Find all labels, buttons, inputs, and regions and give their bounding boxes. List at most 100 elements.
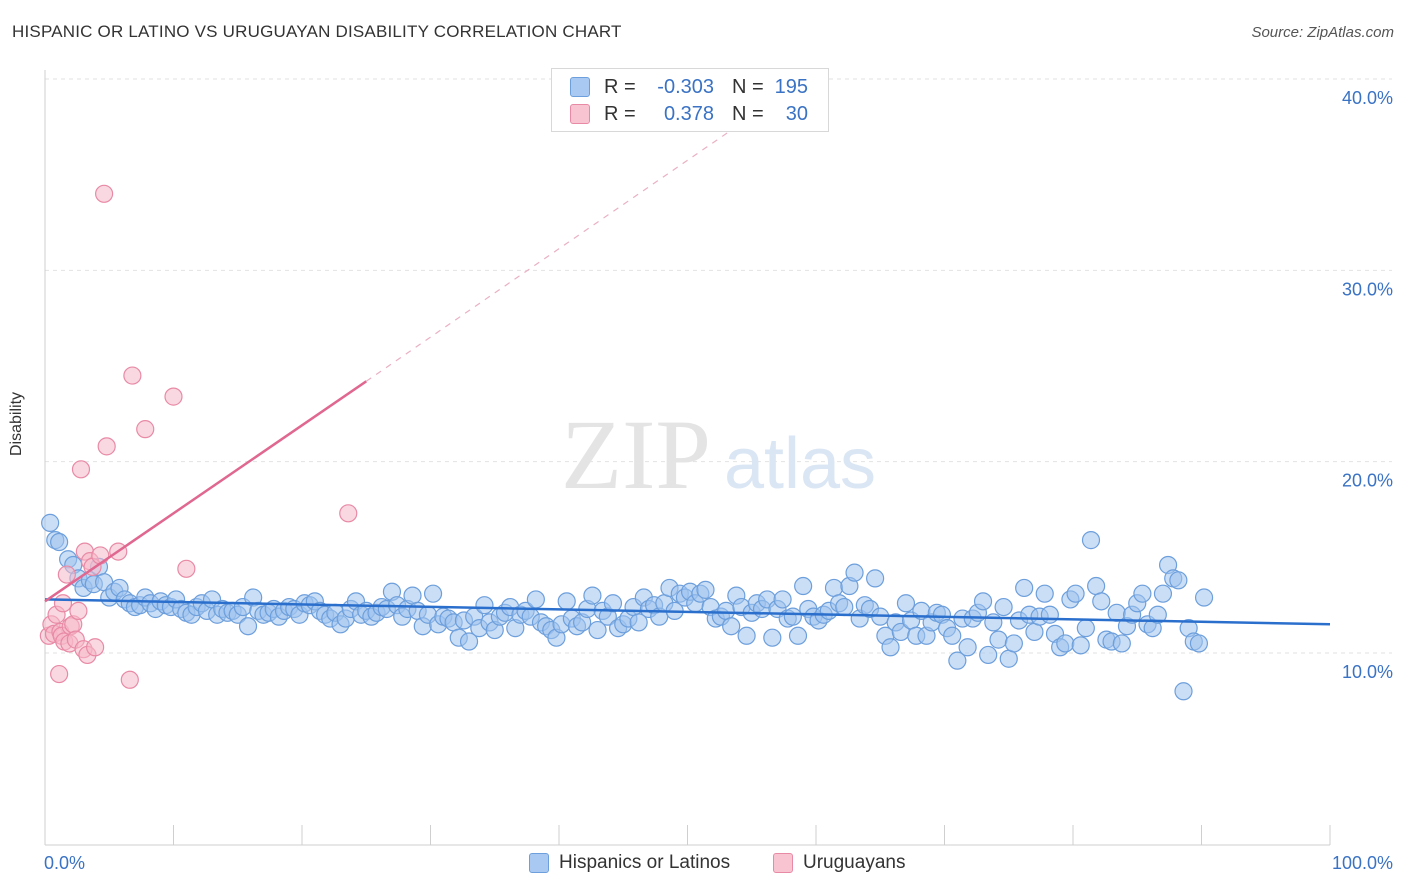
legend-row-uruguayans: R = 0.378 N = 30 [570, 101, 808, 127]
legend-r-value: 0.378 [663, 102, 714, 125]
point-uruguayans [57, 565, 76, 584]
point-uruguayans [164, 387, 183, 406]
legend-swatch-blue [570, 77, 590, 97]
legend-n-label: N = [732, 102, 764, 125]
point-uruguayans [97, 437, 116, 456]
point-hispanics [881, 638, 900, 657]
point-hispanics [459, 632, 479, 651]
point-uruguayans [53, 594, 73, 613]
point-hispanics [1148, 605, 1167, 624]
point-hispanics [973, 592, 993, 611]
point-hispanics [583, 586, 602, 605]
y-tick-label: 30.0% [1342, 279, 1393, 299]
point-hispanics [1056, 634, 1075, 653]
point-hispanics [958, 638, 977, 657]
point-hispanics [788, 626, 808, 645]
point-hispanics [948, 651, 967, 670]
point-uruguayans [177, 559, 196, 578]
point-hispanics [824, 578, 844, 598]
tick-labels: 10.0% 20.0% 30.0% 40.0% 0.0% 100.0% [44, 88, 1393, 873]
point-hispanics [989, 630, 1008, 649]
point-uruguayans [123, 366, 142, 385]
point-uruguayans [50, 664, 69, 684]
point-hispanics [845, 563, 864, 582]
bottom-legend-swatch-pink [773, 853, 793, 873]
point-hispanics [1004, 634, 1023, 653]
point-hispanics [1066, 584, 1085, 603]
point-uruguayans [71, 460, 91, 479]
point-uruguayans [339, 504, 358, 523]
trend-line-uruguayans-extension [365, 124, 740, 382]
bottom-legend-uruguayans: Uruguayans [773, 852, 905, 874]
point-hispanics [1174, 682, 1193, 701]
legend-row-hispanics: R = -0.303 N = 195 [570, 74, 808, 100]
chart-title: HISPANIC OR LATINO VS URUGUAYAN DISABILI… [12, 22, 622, 41]
series-uruguayans-points [39, 184, 358, 689]
axes [44, 70, 1331, 846]
point-hispanics [696, 580, 715, 599]
point-hispanics [896, 594, 916, 613]
point-hispanics [1194, 588, 1214, 607]
point-hispanics [737, 626, 756, 645]
legend-r-label: R = [604, 102, 636, 125]
trend-line-uruguayans [44, 380, 367, 603]
point-hispanics [557, 592, 576, 611]
correlation-legend: R = -0.303 N = 195 R = 0.378 N = 30 [551, 68, 829, 132]
legend-r-label: R = [604, 75, 636, 98]
point-hispanics [1081, 531, 1101, 550]
bottom-legend-hispanics: Hispanics or Latinos [529, 852, 730, 874]
point-uruguayans [69, 601, 88, 621]
point-hispanics [794, 576, 813, 596]
point-hispanics [526, 590, 545, 609]
point-hispanics [423, 584, 443, 603]
point-hispanics [943, 626, 962, 645]
point-uruguayans [91, 546, 110, 565]
watermark-zip: ZIP [561, 399, 711, 510]
series-hispanics-points [41, 513, 1214, 701]
watermark-atlas: atlas [724, 424, 876, 504]
point-hispanics [403, 586, 422, 605]
legend-n-value: 30 [785, 102, 808, 125]
y-tick-label: 40.0% [1342, 88, 1393, 108]
watermark: ZIP atlas [561, 399, 876, 510]
point-hispanics [1189, 634, 1209, 653]
point-hispanics [1040, 605, 1059, 624]
point-hispanics [1035, 584, 1054, 603]
point-hispanics [238, 617, 258, 636]
point-hispanics [866, 569, 885, 588]
point-hispanics [41, 513, 60, 532]
point-hispanics [50, 532, 69, 552]
point-hispanics [773, 590, 792, 609]
point-hispanics [1076, 619, 1095, 638]
source-label: Source: ZipAtlas.com [1251, 24, 1394, 41]
point-hispanics [783, 607, 802, 626]
point-uruguayans [95, 184, 114, 203]
bottom-legend-label: Uruguayans [803, 852, 906, 873]
point-hispanics [1112, 634, 1131, 653]
y-tick-label: 20.0% [1342, 471, 1393, 491]
point-hispanics [1133, 584, 1152, 603]
legend-r-value: -0.303 [657, 75, 714, 98]
legend-n-label: N = [732, 75, 764, 98]
y-axis-label: Disability [8, 391, 25, 456]
point-hispanics [588, 620, 607, 640]
point-hispanics [1153, 584, 1173, 603]
point-uruguayans [86, 638, 105, 657]
point-hispanics [716, 601, 736, 621]
point-hispanics [1025, 622, 1044, 642]
point-hispanics [999, 649, 1018, 668]
point-hispanics [1071, 636, 1090, 655]
point-hispanics [1092, 592, 1111, 611]
point-hispanics [475, 596, 494, 615]
point-hispanics [629, 613, 648, 632]
trend-lines [44, 124, 1331, 626]
legend-n-value: 195 [774, 75, 808, 98]
x-tick-label-min: 0.0% [44, 853, 85, 873]
point-uruguayans [120, 670, 139, 689]
x-tick-label-max: 100.0% [1332, 853, 1393, 873]
trend-line-hispanics [44, 598, 1331, 626]
grid-lines [45, 78, 1392, 654]
bottom-legend-swatch-blue [529, 853, 549, 873]
point-hispanics [994, 597, 1013, 617]
